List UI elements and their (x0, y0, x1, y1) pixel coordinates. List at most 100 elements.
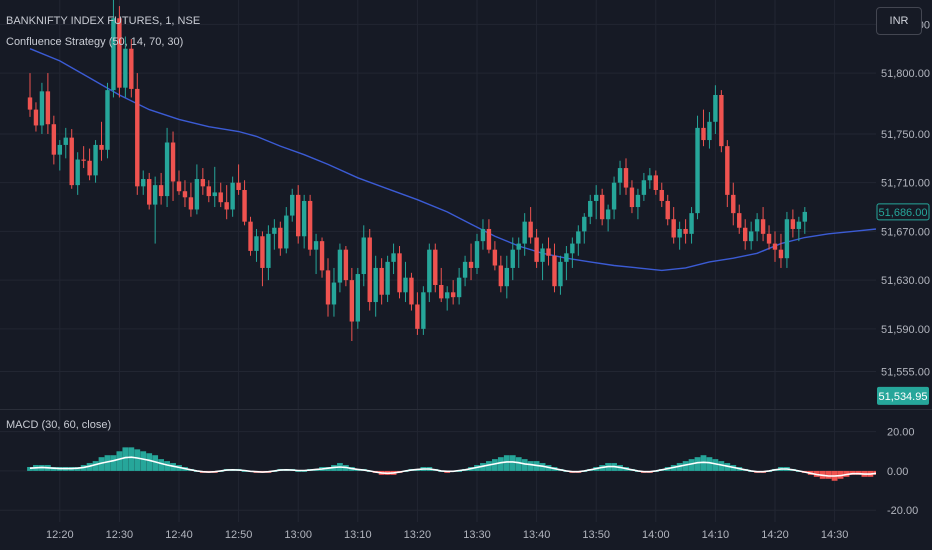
candle (182, 180, 188, 208)
candle (570, 237, 575, 268)
candle-body (540, 248, 545, 262)
candle (409, 272, 414, 311)
candle (754, 213, 760, 242)
time-tick-label: 13:30 (463, 529, 491, 541)
candle (796, 216, 802, 242)
macd-tick-label: 0.00 (887, 466, 908, 478)
candle-body (576, 231, 581, 244)
candle-body (427, 249, 432, 293)
macd-bar (92, 461, 99, 471)
candle-body (93, 144, 98, 176)
candlesticks (27, 0, 807, 342)
candle-body (349, 280, 355, 322)
candle (516, 237, 521, 268)
candle (319, 237, 325, 278)
candle (123, 36, 128, 98)
candle-body (111, 18, 116, 91)
candle-body (713, 94, 718, 122)
macd-bar (116, 451, 123, 471)
candle (456, 267, 462, 305)
candle-body (617, 168, 623, 183)
candle (701, 109, 706, 147)
candle-body (474, 241, 480, 268)
candle-body (290, 194, 295, 216)
candle (725, 140, 730, 208)
candle-body (260, 236, 265, 268)
candle (415, 292, 420, 335)
candle-body (641, 180, 647, 195)
price-tick-label: 51,670.00 (881, 226, 930, 238)
candle-body (737, 213, 742, 228)
macd-bar (140, 451, 147, 471)
candle (605, 204, 611, 232)
candle-body (158, 185, 164, 197)
candle-body (403, 277, 408, 293)
candle (158, 172, 164, 205)
candle-body (343, 249, 349, 281)
candle (731, 182, 736, 226)
candle (748, 221, 754, 250)
candle (421, 286, 426, 335)
candle-body (689, 213, 694, 234)
candle (296, 185, 301, 244)
candle-body (564, 253, 569, 262)
candle (439, 267, 444, 303)
candle (462, 255, 468, 287)
candle (93, 140, 98, 183)
macd-bar (27, 467, 33, 471)
candle (641, 172, 647, 201)
candle (325, 258, 331, 317)
time-tick-label: 12:30 (106, 529, 134, 541)
candle (683, 219, 688, 244)
candle-body (129, 48, 134, 89)
time-tick-label: 14:00 (642, 529, 670, 541)
candle-body (75, 159, 80, 186)
candle-body (480, 228, 486, 242)
candle-body (599, 194, 605, 220)
candle-body (772, 243, 778, 250)
candle (510, 237, 515, 281)
candle-body (486, 228, 492, 250)
price-axis: 51,840.0051,800.0051,750.0051,710.0051,6… (876, 0, 932, 522)
candle (403, 261, 408, 303)
candle-body (307, 200, 313, 250)
candle (75, 152, 80, 195)
candle-body (665, 200, 670, 220)
candle-body (266, 233, 271, 268)
candle-body (796, 221, 802, 229)
candle-body (450, 292, 456, 298)
candle-body (558, 261, 563, 287)
candle (713, 85, 718, 134)
candle-body (325, 270, 331, 305)
candle (582, 213, 587, 244)
candle (737, 204, 742, 234)
time-tick-label: 13:10 (344, 529, 372, 541)
candle (129, 38, 134, 98)
candle (611, 176, 617, 220)
candle (63, 127, 68, 159)
candle (647, 168, 653, 189)
moving-average (29, 48, 907, 272)
candle-body (200, 179, 206, 187)
macd-bar (688, 459, 695, 471)
candle-body (361, 237, 366, 275)
candle (331, 267, 337, 317)
candle-body (456, 277, 462, 298)
candle-body (439, 284, 444, 299)
candle-body (45, 91, 51, 125)
macd-bar (706, 457, 713, 471)
candle (194, 164, 200, 215)
macd-bar (503, 455, 510, 471)
macd-bar (104, 455, 111, 471)
candle-body (683, 228, 688, 234)
candle-body (784, 219, 790, 259)
candle (206, 180, 211, 203)
candle (176, 170, 182, 195)
macd-bar (456, 470, 463, 472)
currency-button[interactable]: INR (876, 7, 922, 35)
candle (594, 185, 599, 220)
candle-body (731, 194, 736, 214)
candle-body (87, 160, 92, 176)
candle (599, 188, 605, 226)
